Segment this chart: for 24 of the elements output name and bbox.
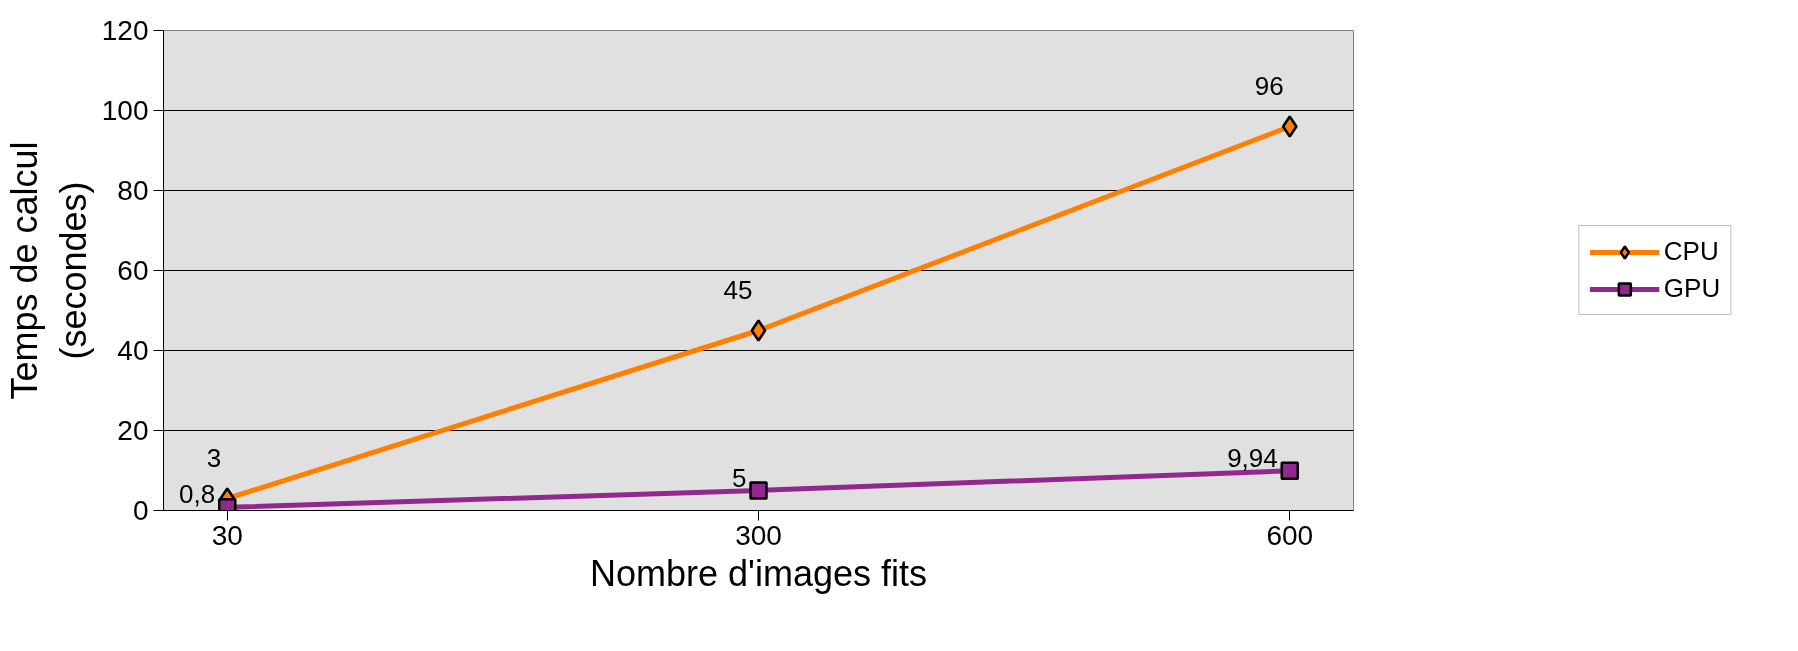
data-label: 45 bbox=[723, 274, 753, 305]
x-tick-label: 300 bbox=[735, 519, 782, 551]
x-axis-title: Nombre d'images fits bbox=[590, 552, 927, 594]
x-tick-label: 600 bbox=[1266, 519, 1314, 551]
point bbox=[750, 319, 767, 342]
point bbox=[749, 481, 768, 500]
data-label: 0,8 bbox=[179, 479, 216, 510]
y-tick-label: 20 bbox=[117, 415, 149, 446]
data-label: 96 bbox=[1254, 70, 1284, 101]
data-label: 3 bbox=[206, 442, 222, 473]
y-tick-label: 80 bbox=[117, 175, 149, 206]
y-tick-label: 100 bbox=[101, 95, 149, 126]
legend-label: CPU bbox=[1663, 236, 1719, 267]
point bbox=[1280, 461, 1299, 480]
y-axis-title: Temps de calcul (secondes) bbox=[3, 141, 94, 400]
point bbox=[1281, 115, 1298, 138]
y-tick-label: 60 bbox=[117, 255, 149, 286]
x-tick-label: 30 bbox=[211, 519, 243, 551]
y-tick-label: 0 bbox=[132, 495, 149, 526]
data-label: 5 bbox=[732, 462, 747, 493]
data-label: 9,94 bbox=[1227, 442, 1278, 473]
legend-label: GPU bbox=[1663, 273, 1721, 304]
y-tick-label: 120 bbox=[101, 15, 149, 46]
y-tick-label: 40 bbox=[117, 335, 149, 366]
